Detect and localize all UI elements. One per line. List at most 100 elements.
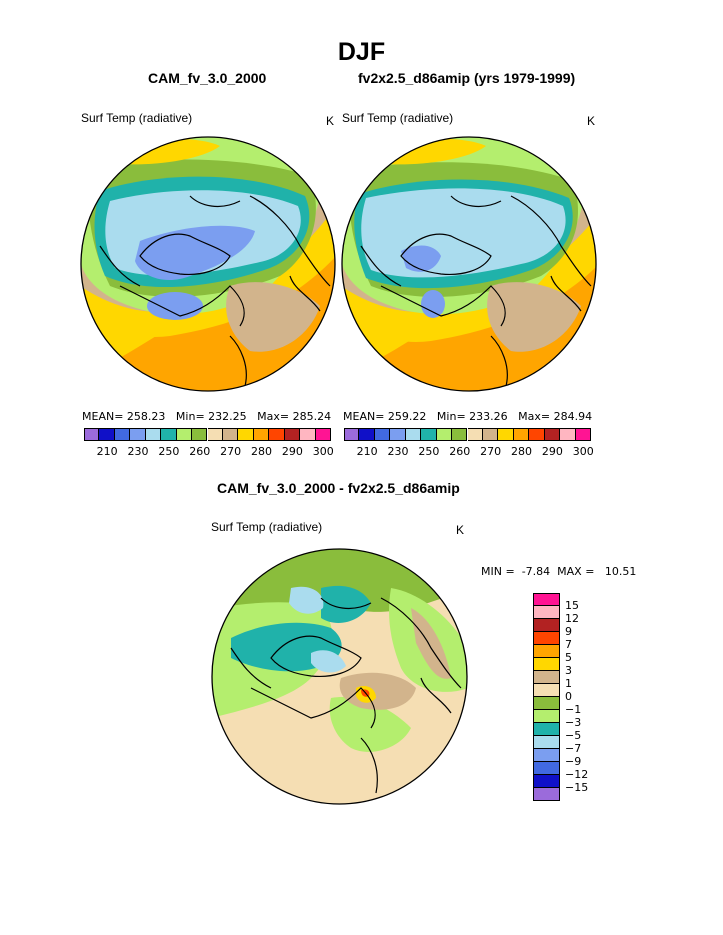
colorbar-tick-label: 3 (565, 664, 572, 677)
colorbar-tick-label: 280 (511, 445, 533, 458)
panel1-variable-label: Surf Temp (radiative) (81, 111, 193, 125)
panel1-polar-map (80, 136, 336, 392)
colorbar-swatch (269, 428, 285, 441)
colorbar-swatch (452, 428, 468, 441)
panel2-colorbar-ticks: 210 230 250 260 270 280 290 300 (344, 445, 594, 459)
colorbar-swatch (207, 428, 223, 441)
difference-variable-label: Surf Temp (radiative) (211, 520, 323, 534)
colorbar-swatch (533, 775, 560, 788)
panel2-stats: MEAN= 259.22 Min= 233.26 Max= 284.94 (343, 410, 593, 423)
colorbar-swatch (533, 697, 560, 710)
colorbar-swatch (533, 593, 560, 606)
colorbar-tick-label: −12 (565, 768, 589, 781)
colorbar-swatch (533, 684, 560, 697)
colorbar-tick-label: −1 (565, 703, 582, 716)
colorbar-swatch (467, 428, 483, 441)
colorbar-tick-label: 0 (565, 690, 572, 703)
colorbar-tick-label: 9 (565, 625, 572, 638)
colorbar-swatch (130, 428, 146, 441)
colorbar-tick-label: 290 (281, 445, 303, 458)
panel1-colorbar (84, 428, 331, 441)
colorbar-tick-label: −7 (565, 742, 582, 755)
figure-title: DJF (337, 38, 386, 66)
colorbar-tick-label: 270 (480, 445, 502, 458)
panel1-case-title: CAM_fv_3.0_2000 (148, 70, 267, 86)
colorbar-tick-label: 270 (220, 445, 242, 458)
difference-max: 10.51 (604, 565, 637, 578)
colorbar-tick-label: 210 (356, 445, 378, 458)
colorbar-swatch (533, 619, 560, 632)
colorbar-swatch (513, 428, 530, 441)
colorbar-swatch (176, 428, 193, 441)
difference-units: K (456, 523, 465, 537)
panel2-units: K (587, 114, 596, 128)
colorbar-tick-label: 7 (565, 638, 572, 651)
panel1-units: K (326, 114, 335, 128)
panel1-stats: MEAN= 258.23 Min= 232.25 Max= 285.24 (82, 410, 332, 423)
colorbar-tick-label: 230 (387, 445, 409, 458)
colorbar-tick-label: 5 (565, 651, 572, 664)
colorbar-tick-label: 290 (541, 445, 563, 458)
colorbar-tick-label: 300 (572, 445, 594, 458)
colorbar-swatch (533, 762, 560, 775)
colorbar-swatch (575, 428, 591, 441)
colorbar-tick-label: 210 (96, 445, 118, 458)
panel1-colorbar-ticks: 210 230 250 260 270 280 290 300 (84, 445, 334, 459)
colorbar-swatch (253, 428, 270, 441)
colorbar-swatch (374, 428, 391, 441)
colorbar-swatch (114, 428, 131, 441)
colorbar-tick-label: −9 (565, 755, 582, 768)
colorbar-tick-label: 280 (251, 445, 273, 458)
colorbar-swatch (421, 428, 437, 441)
colorbar-swatch (498, 428, 514, 441)
colorbar-tick-label: −15 (565, 781, 589, 794)
colorbar-swatch (145, 428, 162, 441)
panel1-max: 285.24 (292, 410, 332, 423)
panel2-mean: 259.22 (387, 410, 427, 423)
colorbar-swatch (529, 428, 545, 441)
colorbar-tick-label: 250 (158, 445, 180, 458)
colorbar-swatch (436, 428, 453, 441)
colorbar-swatch (533, 632, 560, 645)
colorbar-swatch (99, 428, 115, 441)
panel2-max: 284.94 (553, 410, 593, 423)
colorbar-swatch (359, 428, 375, 441)
colorbar-swatch (482, 428, 499, 441)
colorbar-swatch (390, 428, 406, 441)
difference-minmax: MIN = -7.84 MAX = 10.51 (481, 565, 637, 578)
colorbar-swatch (84, 428, 100, 441)
colorbar-tick-label: −5 (565, 729, 582, 742)
colorbar-swatch (533, 723, 560, 736)
colorbar-tick-label: −3 (565, 716, 582, 729)
difference-polar-map (211, 548, 468, 805)
colorbar-swatch (544, 428, 561, 441)
colorbar-swatch (533, 658, 560, 671)
panel2-min: 233.26 (469, 410, 508, 423)
panel1-min: 232.25 (208, 410, 247, 423)
colorbar-swatch (405, 428, 422, 441)
colorbar-swatch (300, 428, 316, 441)
colorbar-swatch (560, 428, 576, 441)
colorbar-swatch (533, 736, 560, 749)
colorbar-tick-label: 12 (565, 612, 579, 625)
panel2-colorbar (344, 428, 591, 441)
panel2-case-title: fv2x2.5_d86amip (yrs 1979-1999) (358, 70, 576, 86)
colorbar-swatch (284, 428, 301, 441)
colorbar-tick-label: 230 (127, 445, 149, 458)
panel2-polar-map (341, 136, 597, 392)
difference-min: -7.84 (521, 565, 551, 578)
colorbar-tick-label: 260 (449, 445, 471, 458)
colorbar-swatch (315, 428, 331, 441)
colorbar-swatch (161, 428, 177, 441)
colorbar-swatch (222, 428, 239, 441)
panel2-variable-label: Surf Temp (radiative) (342, 111, 454, 125)
colorbar-tick-label: 260 (189, 445, 211, 458)
colorbar-swatch (533, 606, 560, 619)
panel1-mean: 258.23 (126, 410, 166, 423)
colorbar-swatch (344, 428, 360, 441)
colorbar-tick-label: 300 (312, 445, 334, 458)
colorbar-tick-label: 250 (418, 445, 440, 458)
colorbar-swatch (533, 749, 560, 762)
colorbar-swatch (533, 710, 560, 723)
colorbar-swatch (238, 428, 254, 441)
